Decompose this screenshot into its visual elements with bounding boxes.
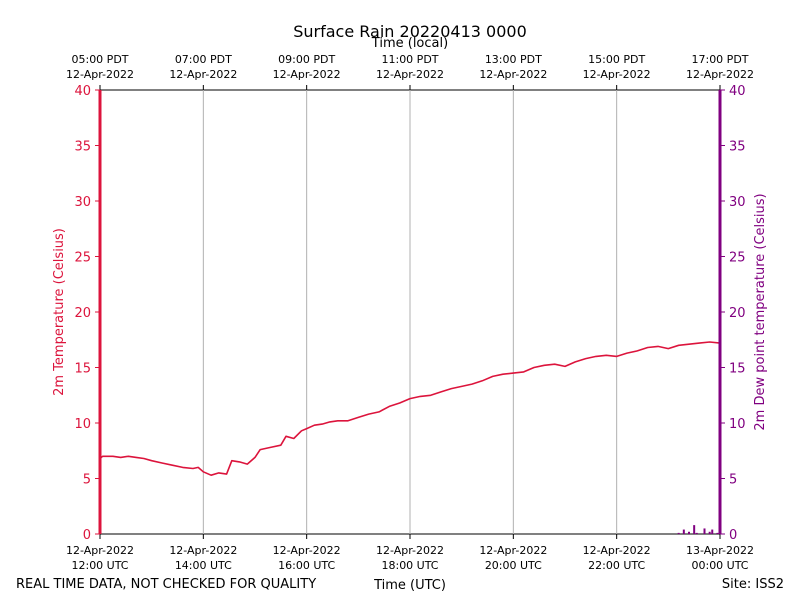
top-tick-label-date: 12-Apr-2022 xyxy=(583,68,651,81)
top-tick-label-time: 05:00 PDT xyxy=(71,53,128,66)
top-tick-label-date: 12-Apr-2022 xyxy=(273,68,341,81)
top-tick-label-date: 12-Apr-2022 xyxy=(66,68,134,81)
x-tick-label-date: 12-Apr-2022 xyxy=(66,544,134,557)
x-tick-label-date: 12-Apr-2022 xyxy=(169,544,237,557)
y-left-tick-label: 35 xyxy=(74,140,91,155)
top-axis-label: Time (local) xyxy=(371,36,448,51)
y-left-tick-label: 15 xyxy=(74,362,91,377)
y-left-tick-label: 10 xyxy=(74,417,91,432)
x-tick-label-time: 00:00 UTC xyxy=(691,559,748,572)
y-right-tick-label: 5 xyxy=(729,473,737,488)
top-tick-label-time: 15:00 PDT xyxy=(588,53,645,66)
y-axis-left-label: 2m Temperature (Celsius) xyxy=(52,228,67,396)
top-tick-label-date: 12-Apr-2022 xyxy=(479,68,547,81)
x-axis-label: Time (UTC) xyxy=(373,578,446,593)
footer-left-note: REAL TIME DATA, NOT CHECKED FOR QUALITY xyxy=(16,577,316,592)
top-tick-label-time: 09:00 PDT xyxy=(278,53,335,66)
y-right-tick-label: 30 xyxy=(729,195,746,210)
y-left-tick-label: 5 xyxy=(83,473,91,488)
footer-right-site: Site: ISS2 xyxy=(722,577,784,592)
x-tick-label-date: 13-Apr-2022 xyxy=(686,544,754,557)
x-tick-label-date: 12-Apr-2022 xyxy=(583,544,651,557)
y-axis-right-label: 2m Dew point temperature (Celsius) xyxy=(753,193,768,430)
x-tick-label-date: 12-Apr-2022 xyxy=(376,544,444,557)
y-right-tick-label: 40 xyxy=(729,84,746,99)
y-right-tick-label: 15 xyxy=(729,362,746,377)
y-right-tick-label: 25 xyxy=(729,251,746,266)
y-right-tick-label: 20 xyxy=(729,306,746,321)
top-tick-label-date: 12-Apr-2022 xyxy=(686,68,754,81)
x-tick-label-date: 12-Apr-2022 xyxy=(273,544,341,557)
y-left-tick-label: 40 xyxy=(74,84,91,99)
temperature-line xyxy=(99,341,721,476)
top-tick-label-time: 17:00 PDT xyxy=(691,53,748,66)
x-tick-label-time: 22:00 UTC xyxy=(588,559,645,572)
top-tick-label-date: 12-Apr-2022 xyxy=(169,68,237,81)
y-right-tick-label: 35 xyxy=(729,140,746,155)
chart-title: Surface Rain 20220413 0000 xyxy=(293,22,527,41)
y-right-tick-label: 10 xyxy=(729,417,746,432)
y-left-tick-label: 0 xyxy=(83,528,91,543)
x-tick-label-time: 12:00 UTC xyxy=(71,559,128,572)
x-tick-label-time: 20:00 UTC xyxy=(485,559,542,572)
x-tick-label-time: 14:00 UTC xyxy=(175,559,232,572)
x-tick-label-time: 18:00 UTC xyxy=(381,559,438,572)
y-left-tick-label: 30 xyxy=(74,195,91,210)
x-tick-label-time: 16:00 UTC xyxy=(278,559,335,572)
top-tick-label-date: 12-Apr-2022 xyxy=(376,68,444,81)
y-left-tick-label: 20 xyxy=(74,306,91,321)
y-right-tick-label: 0 xyxy=(729,528,737,543)
top-tick-label-time: 07:00 PDT xyxy=(175,53,232,66)
top-tick-label-time: 11:00 PDT xyxy=(381,53,438,66)
y-left-tick-label: 25 xyxy=(74,251,91,266)
top-tick-label-time: 13:00 PDT xyxy=(485,53,542,66)
x-tick-label-date: 12-Apr-2022 xyxy=(479,544,547,557)
